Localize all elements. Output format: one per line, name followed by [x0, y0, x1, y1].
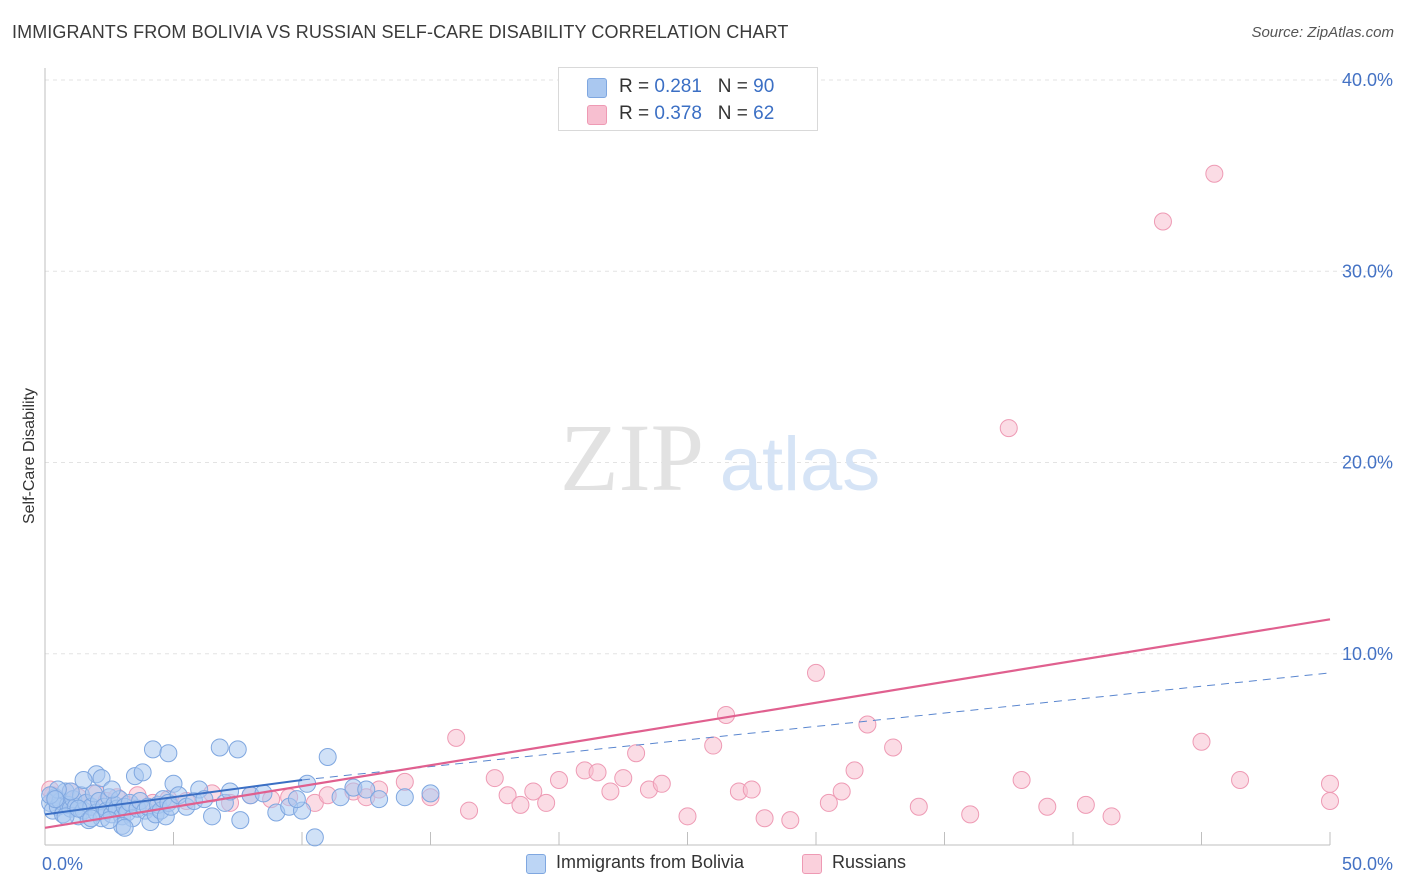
y-tick-label: 20.0% — [1342, 453, 1393, 473]
y-tick-label: 10.0% — [1342, 644, 1393, 664]
data-point — [742, 780, 761, 799]
data-point — [1321, 774, 1339, 793]
data-point — [228, 740, 247, 759]
legend-swatch-bolivia — [526, 854, 546, 874]
data-point — [858, 715, 877, 734]
data-point — [1231, 770, 1250, 789]
data-points — [41, 164, 1339, 847]
y-tick-label: 30.0% — [1342, 261, 1393, 281]
data-point — [210, 738, 229, 757]
data-point — [1205, 164, 1224, 183]
legend-label-bolivia: Immigrants from Bolivia — [556, 852, 745, 872]
grid-lines — [45, 79, 1390, 655]
legend-swatch-bolivia — [587, 78, 607, 98]
legend-swatch-russians — [587, 105, 607, 125]
data-point — [1012, 770, 1031, 789]
data-point — [203, 807, 222, 826]
x-tick-label: 50.0% — [1342, 854, 1393, 874]
data-point — [460, 801, 479, 820]
data-point — [231, 811, 250, 830]
data-point — [537, 793, 556, 812]
data-point — [100, 811, 119, 830]
watermark-atlas: atlas — [720, 422, 881, 507]
data-point — [704, 736, 723, 755]
data-point — [614, 769, 633, 788]
data-point — [807, 663, 825, 682]
legend-swatch-russians — [802, 854, 822, 874]
data-point — [717, 705, 736, 724]
data-point — [1038, 797, 1057, 816]
data-point — [781, 811, 800, 830]
trend-line-bolivia-extension — [301, 672, 1331, 781]
data-point — [909, 797, 928, 816]
data-point — [143, 740, 162, 759]
data-point — [498, 786, 517, 805]
data-point — [395, 772, 414, 791]
data-point — [370, 790, 389, 809]
y-axis-title: Self-Care Disability — [21, 388, 38, 524]
x-tick-labels: 0.0% 50.0% — [42, 854, 1393, 874]
y-tick-label: 40.0% — [1342, 70, 1393, 90]
data-point — [318, 748, 337, 767]
data-point — [1192, 732, 1211, 751]
data-point — [819, 793, 838, 812]
legend-r-value: 0.281 — [654, 76, 702, 97]
trend-line-bolivia — [44, 778, 303, 816]
legend-n-label: N = — [717, 103, 754, 124]
data-point — [74, 770, 93, 789]
trend-line-russians — [44, 618, 1331, 829]
data-point — [159, 744, 178, 763]
legend-label-russians: Russians — [832, 852, 907, 872]
data-point — [1076, 795, 1095, 814]
data-point — [1153, 212, 1172, 231]
data-point — [305, 828, 324, 847]
data-point — [652, 774, 671, 793]
watermark-zip: ZIP — [560, 404, 704, 511]
data-point — [550, 770, 568, 789]
axes — [44, 68, 1331, 846]
legend-r-label: R = — [619, 76, 655, 97]
data-point — [999, 419, 1018, 438]
data-point — [421, 784, 440, 803]
legend-r-value: 0.378 — [654, 103, 702, 124]
data-point — [627, 744, 646, 763]
data-point — [102, 780, 121, 799]
data-point — [884, 738, 903, 757]
data-point — [395, 788, 414, 807]
data-point — [357, 780, 376, 799]
data-point — [511, 795, 530, 814]
data-point — [845, 761, 864, 780]
source-label: Source: ZipAtlas.com — [1251, 24, 1394, 41]
data-point — [601, 782, 620, 801]
legend-n-label: N = — [717, 76, 754, 97]
data-point — [1321, 792, 1339, 811]
series-legend: Immigrants from Bolivia Russians — [0, 852, 1406, 876]
data-point — [46, 790, 65, 809]
legend-n-value: 90 — [753, 76, 775, 97]
stats-legend: R = 0.281 N = 90 R = 0.378 N = 62 — [558, 67, 818, 131]
data-point — [832, 782, 851, 801]
data-point — [92, 769, 111, 788]
data-point — [331, 788, 350, 807]
data-point — [755, 809, 774, 828]
data-point — [485, 769, 504, 788]
data-point — [961, 805, 980, 824]
watermark: ZIP atlas — [560, 404, 880, 511]
y-tick-labels: 10.0% 20.0% 30.0% 40.0% — [1342, 70, 1393, 664]
data-point — [447, 728, 466, 747]
data-point — [287, 790, 306, 809]
data-point — [115, 818, 134, 837]
data-point — [133, 763, 152, 782]
x-tick-label: 0.0% — [42, 854, 83, 874]
data-point — [1102, 807, 1121, 826]
legend-r-label: R = — [619, 103, 655, 124]
data-point — [588, 763, 607, 782]
legend-n-value: 62 — [753, 103, 775, 124]
data-point — [524, 782, 543, 801]
trend-lines — [44, 618, 1331, 829]
data-point — [678, 807, 697, 826]
chart-title: IMMIGRANTS FROM BOLIVIA VS RUSSIAN SELF-… — [12, 22, 789, 42]
